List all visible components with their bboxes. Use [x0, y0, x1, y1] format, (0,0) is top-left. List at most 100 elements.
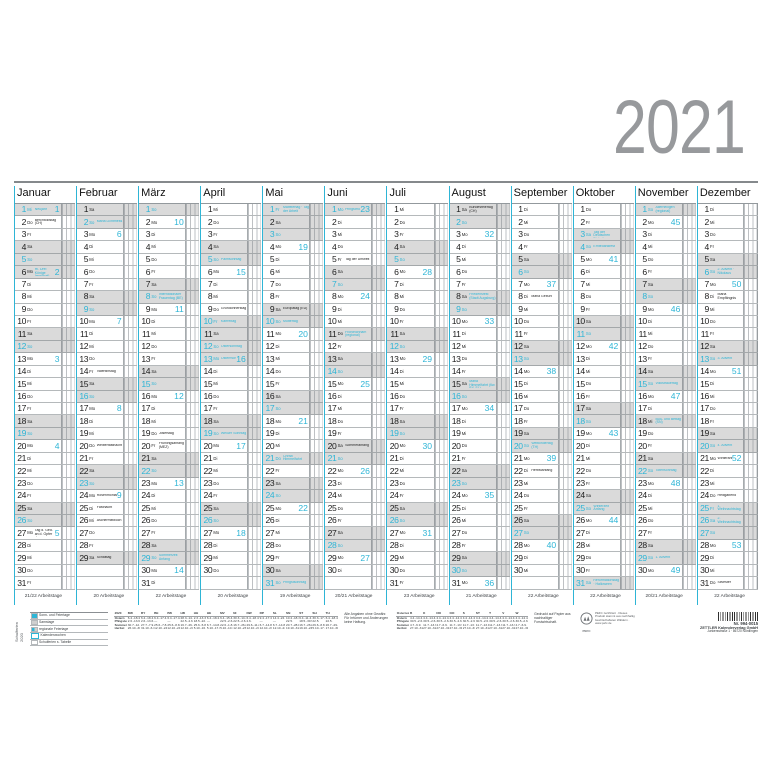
- day-number: 8: [580, 291, 585, 302]
- day-number: 27: [79, 527, 89, 538]
- notes-columns: [433, 328, 448, 340]
- day-number: 27: [700, 527, 709, 538]
- table-cell: 10.4.-18.4.: [286, 616, 299, 620]
- notes-columns: [557, 490, 572, 502]
- notes-columns: [681, 204, 696, 216]
- day-number: 24: [451, 490, 461, 501]
- day-number: 23: [141, 478, 151, 489]
- month-februar: Februar 1 Sa 2 So Mariä Lichtmess 3 Mo 6 4 Di 5 Mi 6 D…: [76, 186, 138, 605]
- notes-columns: [61, 353, 76, 365]
- notes-columns: [619, 204, 634, 216]
- notes-columns: [619, 539, 634, 552]
- weekday-abbr: Mo: [710, 455, 716, 461]
- day-row: 24 Do Heiligabend: [697, 490, 758, 503]
- day-number: 5: [394, 254, 399, 265]
- weekday-abbr: So: [399, 518, 405, 524]
- day-number: 13: [389, 353, 399, 364]
- weekday-abbr: Do: [89, 356, 95, 362]
- weekday-abbr: So: [399, 430, 405, 436]
- day-row: 4 Di: [77, 241, 138, 254]
- weekday-abbr: Mi: [399, 555, 405, 561]
- notes-columns: [185, 365, 200, 378]
- day-number: 8: [21, 291, 27, 302]
- notes-columns: [123, 204, 138, 216]
- notes-columns: [433, 502, 448, 514]
- weekday-abbr: Mo: [275, 505, 282, 511]
- day-row: 26 Sa 2. Weihnachtstag: [697, 514, 758, 528]
- day-row: 8 So: [635, 291, 696, 304]
- weekday-abbr: Mi: [151, 505, 156, 511]
- day-number: 22: [265, 465, 275, 476]
- table-cell: 31.10.-6.11.: [140, 627, 154, 630]
- day-row: 3 Fr: [15, 228, 76, 242]
- workdays-label: 23 Arbeitstage: [403, 593, 435, 599]
- day-row: 2 Mi: [697, 216, 758, 229]
- notes-columns: [433, 204, 448, 216]
- table-header-cell: Österreich: [396, 612, 410, 617]
- pefc-block: PEFC PEFC zertifiziert · Dieses Produkt …: [580, 611, 636, 633]
- notes-columns: [557, 552, 572, 564]
- day-row: 21 Mi: [573, 452, 634, 466]
- day-number: 24: [17, 490, 26, 501]
- day-number: 25: [513, 502, 523, 513]
- weekday-abbr: Mi: [710, 306, 715, 312]
- notes-columns: [123, 514, 138, 527]
- table-header-cell: T: [488, 612, 502, 617]
- day-number: 20: [575, 440, 585, 451]
- weekday-abbr: Do: [647, 256, 654, 262]
- day-row: 3 So: [263, 228, 324, 242]
- day-row: 28 So: [325, 539, 386, 553]
- weekday-abbr: Mo: [151, 480, 158, 486]
- day-number: 14: [451, 366, 461, 377]
- day-number: 4: [456, 241, 461, 252]
- week-number: 34: [484, 403, 495, 414]
- weekday-abbr: Do: [647, 430, 654, 436]
- weekday-abbr: Do: [89, 530, 95, 536]
- weekday-abbr: So: [399, 343, 405, 349]
- day-annotation: Heiligabend: [717, 493, 737, 497]
- day-row: 23 Do: [201, 477, 262, 491]
- notes-columns: [371, 427, 386, 440]
- weekday-abbr: Mi: [710, 219, 715, 225]
- table-cell: 30.5.-2.6.: [515, 620, 529, 623]
- day-number: 9: [269, 303, 275, 314]
- barcode: [718, 612, 759, 621]
- day-number: 12: [141, 341, 151, 352]
- day-row: 11 Fr: [511, 328, 572, 341]
- day-number: 4: [518, 241, 523, 252]
- color-key-row: Kalenderwochen: [30, 633, 108, 640]
- notes-columns: [309, 403, 324, 415]
- day-row: 24 So: [263, 490, 324, 503]
- notes-columns: [371, 452, 386, 465]
- day-number: 1: [518, 204, 523, 215]
- weekday-abbr: Di: [399, 542, 404, 548]
- day-annotation: Sommeranfang: [345, 444, 370, 448]
- notes-columns: [742, 415, 758, 427]
- notes-columns: [61, 340, 76, 353]
- table-header-cell: HE: [206, 612, 220, 617]
- day-number: 25: [79, 502, 89, 513]
- day-row: 11 Mo 20: [263, 328, 324, 341]
- notes-columns: [247, 266, 262, 278]
- day-row: 30 Fr: [573, 564, 634, 578]
- day-row: 26 So: [15, 514, 76, 528]
- table-cell: 4.7.-6.9.: [436, 623, 448, 627]
- table-cell: 30.5.-2.6.: [489, 620, 502, 623]
- notes-columns: [495, 452, 510, 465]
- day-row: 17 Do: [511, 403, 572, 416]
- day-number: 17: [203, 403, 213, 414]
- day-number: 9: [332, 303, 337, 314]
- day-row: 5 Di: [263, 253, 324, 267]
- day-number: 25: [17, 502, 26, 513]
- week-number: 50: [731, 279, 742, 290]
- notes-columns: [557, 241, 572, 253]
- day-number: 15: [513, 378, 523, 389]
- day-annotation: Weißer Sonntag: [220, 431, 247, 435]
- day-number: 26: [513, 515, 523, 526]
- day-annotation: Winteranfang: [717, 456, 732, 460]
- notes-columns: [557, 514, 572, 527]
- notes-columns: [123, 340, 138, 353]
- day-number: 3: [145, 229, 151, 240]
- day-row: 29 So Sommerzeit Anfang: [139, 552, 200, 565]
